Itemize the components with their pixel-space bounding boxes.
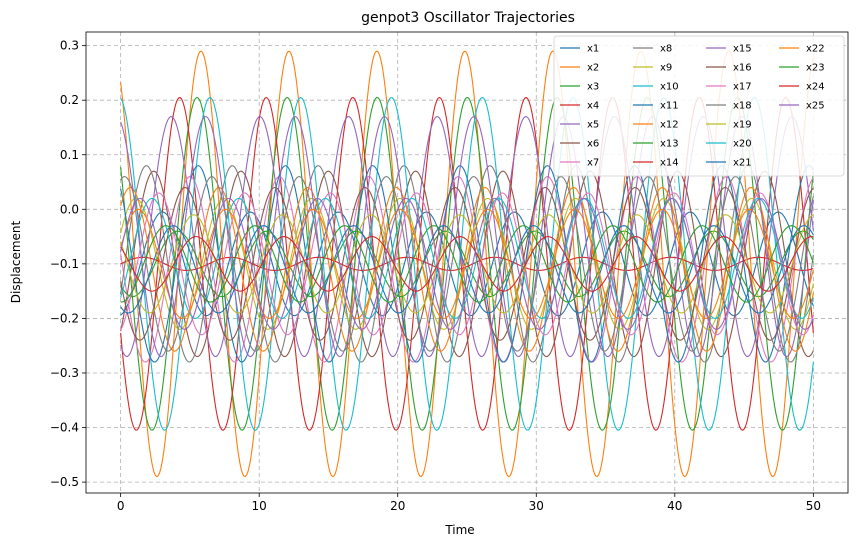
legend-label-x15: x15 [733,44,752,55]
legend-label-x1: x1 [587,44,599,55]
legend-label-x24: x24 [806,82,825,93]
series-line-x1 [120,211,814,317]
series-line-x19 [120,214,814,314]
y-tick-label: −0.1 [50,257,79,271]
legend-label-x14: x14 [660,158,679,169]
legend-label-x11: x11 [660,101,679,112]
x-tick-label: 40 [667,499,682,513]
x-tick-label: 10 [252,499,267,513]
series-line-x6 [120,170,814,358]
y-tick-label: 0.0 [60,202,79,216]
series-line-x7 [120,176,814,363]
series-line-x22 [120,208,814,319]
x-tick-label: 30 [529,499,544,513]
x-tick-label: 50 [806,499,821,513]
legend-label-x20: x20 [733,139,752,150]
y-tick-label: 0.2 [60,93,79,107]
legend-label-x6: x6 [587,139,599,150]
legend-box [553,35,845,177]
legend-label-x8: x8 [660,44,672,55]
legend-label-x18: x18 [733,101,752,112]
y-tick-label: −0.3 [50,366,79,380]
legend: x1 x2 x3 x4 x5 x6 x7 x8 x9 x10 x11 x12 x13 x14 x15 x16 x… [553,35,845,177]
plot-frame [85,31,849,494]
ticks-layer: 0 10 20 30 40 50 −0.5 −0.4 −0.3 −0.2 −0.1 0.0 0.1 0.2… [50,39,821,513]
series-line-x8 [120,165,814,363]
legend-label-x22: x22 [806,44,825,55]
legend-label-x25: x25 [806,101,825,112]
series-line-x3 [120,96,814,431]
y-axis-label: Displacement [9,220,23,303]
y-tick-label: −0.5 [50,475,79,489]
series-line-x12 [120,186,814,352]
legend-label-x16: x16 [733,63,752,74]
legend-label-x9: x9 [660,63,672,74]
series-line-x2 [120,50,814,478]
y-tick-label: −0.4 [50,421,79,435]
legend-label-x4: x4 [587,101,599,112]
grid-layer [86,32,848,493]
series-line-x15 [120,115,814,358]
legend-label-x23: x23 [806,63,825,74]
series-line-x16 [120,186,814,341]
y-tick-label: −0.2 [50,311,79,325]
series-line-x21 [120,225,814,314]
legend-label-x7: x7 [587,158,599,169]
legend-label-x10: x10 [660,82,679,93]
legend-label-x19: x19 [733,120,752,131]
x-tick-label: 0 [117,499,125,513]
series-line-x25 [120,197,814,330]
series-line-x24 [120,236,814,292]
legend-label-x3: x3 [587,82,599,93]
y-tick-label: 0.3 [60,39,79,53]
x-axis-label: Time [444,523,474,537]
legend-label-x2: x2 [587,63,599,74]
series-line-x14 [120,256,814,271]
series-line-x18 [120,176,814,352]
y-tick-label: 0.1 [60,148,79,162]
legend-label-x12: x12 [660,120,679,131]
legend-label-x5: x5 [587,120,599,131]
chart-title: genpot3 Oscillator Trajectories [361,10,575,26]
x-tick-label: 20 [390,499,405,513]
legend-label-x17: x17 [733,82,752,93]
legend-label-x21: x21 [733,158,752,169]
legend-label-x13: x13 [660,139,679,150]
